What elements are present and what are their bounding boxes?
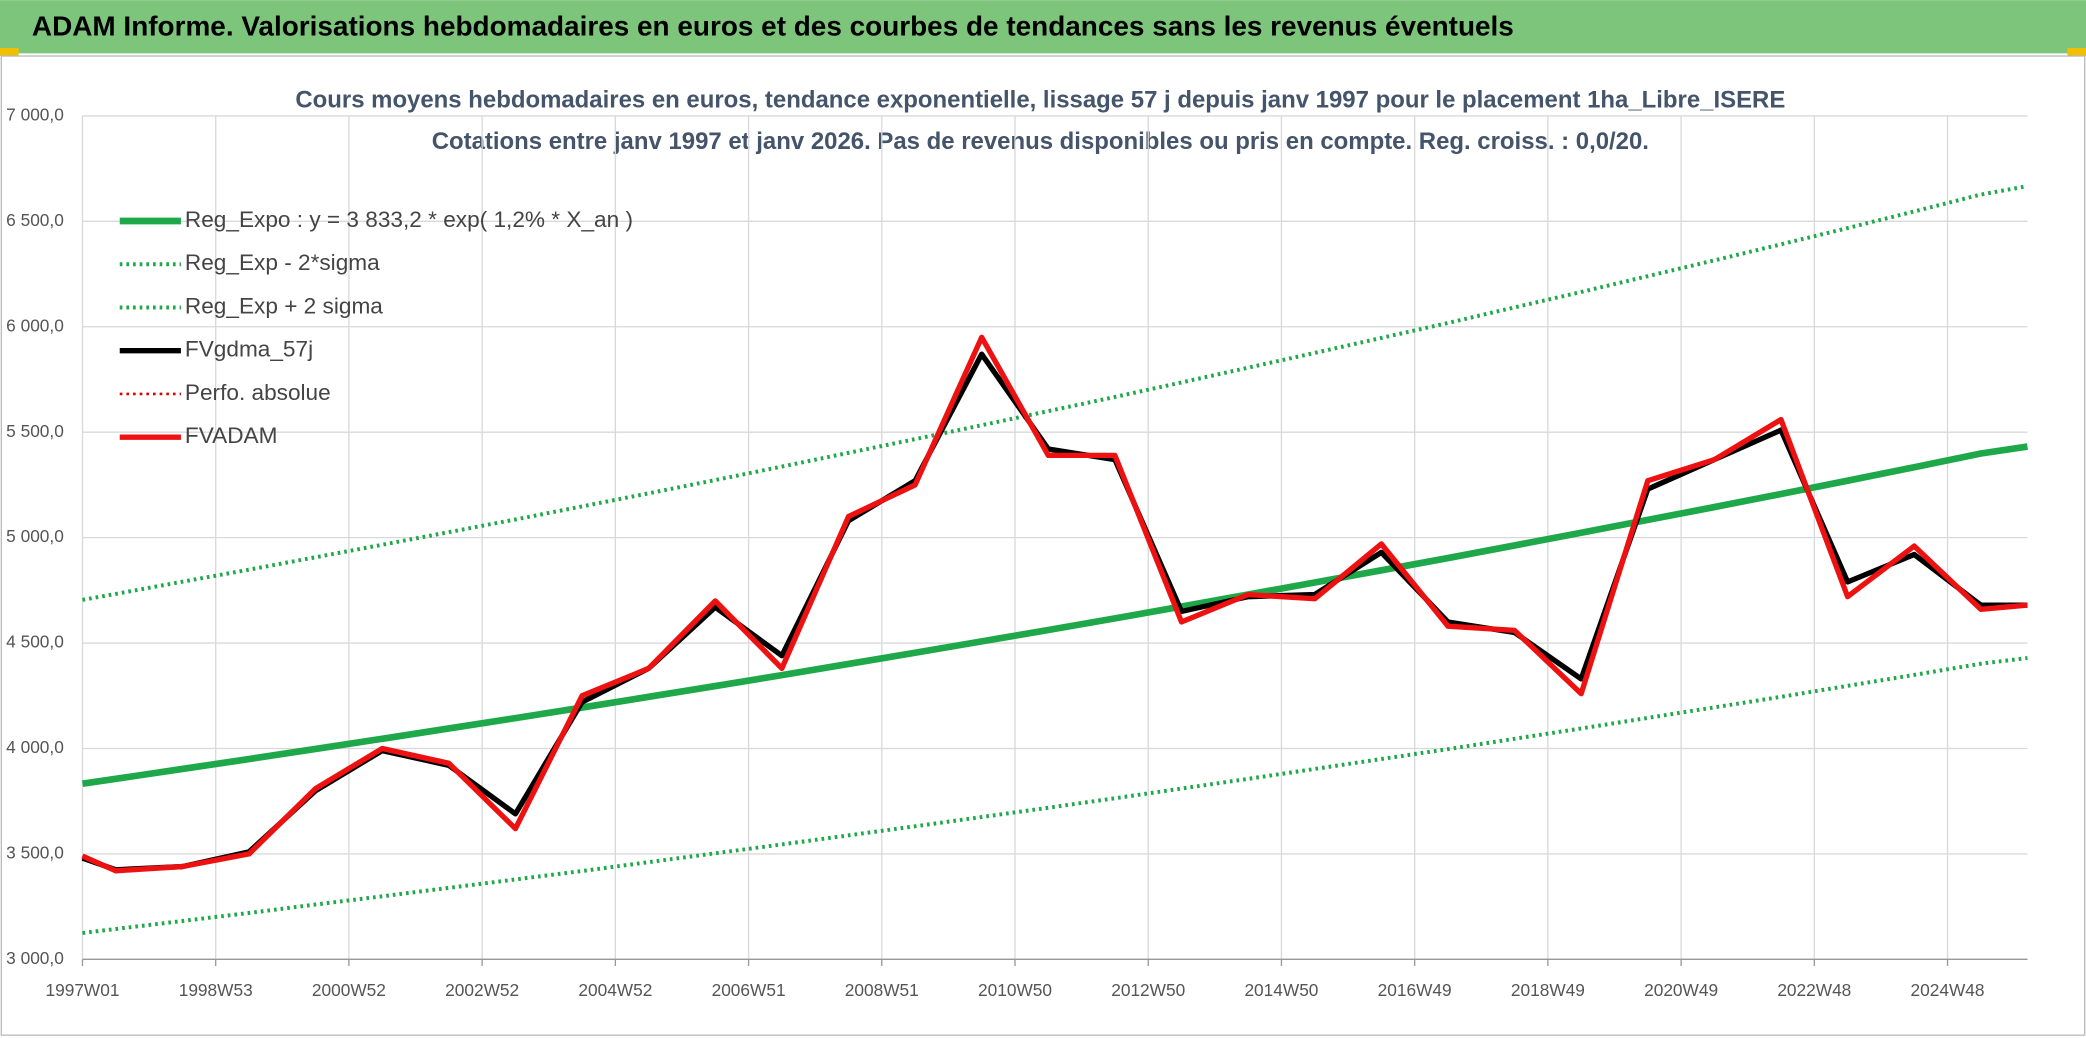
y-tick-label: 3 000,0	[6, 948, 64, 968]
legend-label: FVgdma_57j	[185, 337, 313, 362]
corner	[0, 48, 19, 57]
frame	[0, 55, 2086, 1036]
x-tick-label: 2024W48	[1911, 980, 1985, 1000]
series-line	[82, 443, 2028, 787]
x-tick-label: 2008W51	[845, 980, 919, 1000]
chart-subtitle: Cotations entre janv 1997 et janv 2026. …	[432, 128, 1649, 155]
y-tick-label: 4 500,0	[6, 632, 64, 652]
x-tick-label: 2010W50	[978, 980, 1052, 1000]
x-tick-label: 1997W01	[45, 980, 119, 1000]
x-tick-label: 2014W50	[1244, 980, 1318, 1000]
y-tick-label: 4 000,0	[6, 737, 64, 757]
x-tick-label: 2000W52	[312, 980, 386, 1000]
x-tick-label: 2006W51	[712, 980, 786, 1000]
series-line	[82, 656, 2028, 935]
y-tick-label: 5 000,0	[6, 526, 64, 546]
x-tick-label: 2020W49	[1644, 980, 1718, 1000]
y-tick-label: 7 000,0	[6, 104, 64, 124]
y-tick-label: 3 500,0	[6, 842, 64, 862]
series-line	[81, 334, 2028, 874]
legend-label: FVADAM	[185, 423, 278, 448]
x-tick-label: 2012W50	[1111, 980, 1185, 1000]
y-tick-label: 6 500,0	[6, 210, 64, 230]
legend-label: Reg_Exp + 2 sigma	[185, 293, 383, 318]
legend-label: Reg_Expo : y = 3 833,2 * exp( 1,2% * X_a…	[185, 207, 633, 232]
x-tick-label: 1998W53	[179, 980, 253, 1000]
legend-label: Perfo. absolue	[185, 380, 331, 405]
corner	[2067, 48, 2086, 57]
x-tick-label: 2022W48	[1777, 980, 1851, 1000]
legend-label: Reg_Exp - 2*sigma	[185, 250, 380, 275]
x-tick-label: 2016W49	[1378, 980, 1452, 1000]
chart-title: Cours moyens hebdomadaires en euros, ten…	[295, 87, 1785, 114]
y-tick-label: 6 000,0	[6, 315, 64, 335]
x-tick-label: 2018W49	[1511, 980, 1585, 1000]
banner	[0, 0, 2086, 54]
x-tick-label: 2002W52	[445, 980, 519, 1000]
banner-title: ADAM Informe. Valorisations hebdomadaire…	[32, 10, 1514, 41]
x-tick-label: 2004W52	[578, 980, 652, 1000]
y-tick-label: 5 500,0	[6, 421, 64, 441]
